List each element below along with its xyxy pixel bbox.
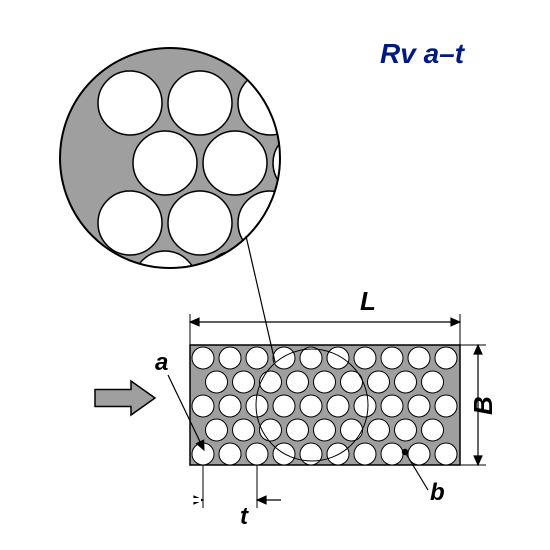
direction-arrow (95, 381, 155, 415)
zoom-detail (60, 48, 372, 315)
label-t: t (240, 503, 249, 530)
zoom-leader (246, 236, 275, 362)
diagram: La t b B (0, 0, 550, 550)
label-b: b (430, 479, 445, 506)
label-B: B (468, 396, 498, 415)
label-a: a (155, 349, 168, 376)
diagram-title: Rv a–t (380, 38, 464, 70)
label-L: L (360, 286, 376, 316)
perforated-plate (190, 345, 460, 465)
